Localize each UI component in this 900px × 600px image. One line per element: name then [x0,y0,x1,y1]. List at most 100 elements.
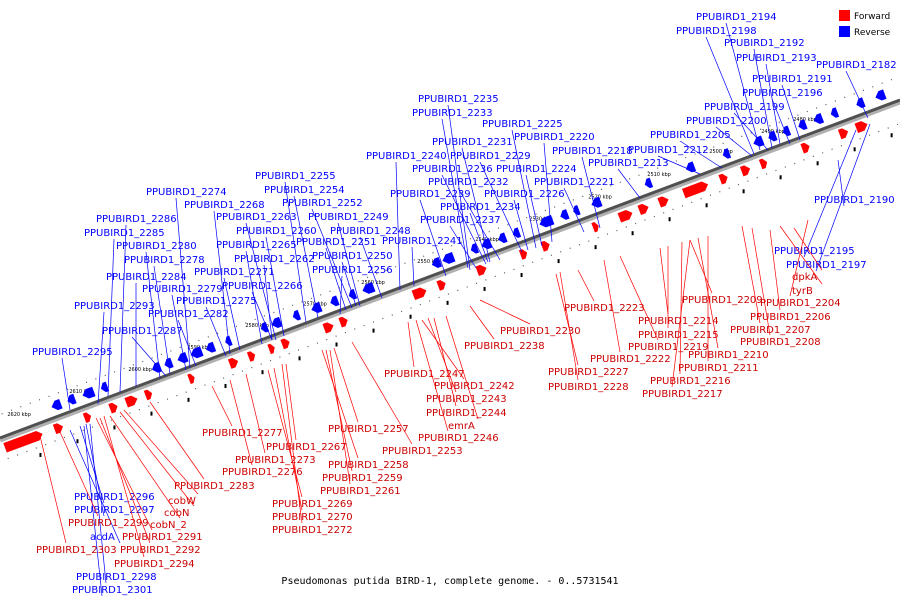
reverse-leader-line [525,174,543,247]
reverse-leader-line [419,199,447,277]
reverse-leader-line [145,251,161,379]
forward-leader-line [149,401,205,480]
forward-gene-label: PPUBIRD1_2210 [688,350,769,361]
reverse-gene-arrow [292,309,302,321]
reverse-gene-label: PPUBIRD1_2262 [234,254,315,265]
scale-tick-label: 2520 kbp [588,194,612,200]
forward-gene-arrow [52,423,64,435]
reverse-leader-line [563,187,585,233]
reverse-leader-line [107,238,115,397]
reverse-leader-line [411,246,415,287]
forward-gene-label: dpkA [792,272,817,283]
reverse-gene-arrow [768,130,778,142]
reverse-gene-arrow [151,361,163,373]
reverse-gene-label: PPUBIRD1_2236 [412,164,493,175]
reverse-gene-arrow [498,232,508,244]
forward-gene-label: tyrB [792,286,813,297]
reverse-leader-line [679,140,723,169]
reverse-leader-line [263,264,273,341]
reverse-leader-line [617,168,641,199]
reverse-rail [0,78,893,416]
reverse-leader-line [479,161,523,253]
reverse-gene-arrow [782,125,792,137]
forward-gene-arrow [187,373,195,385]
reverse-gene-arrow [753,135,765,147]
forward-leader-line [39,435,67,544]
forward-gene-label: PPUBIRD1_2272 [272,525,353,536]
reverse-leader-line [175,197,191,369]
reverse-leader-line [441,174,487,265]
scale-tick-label: 2600 kbp [128,367,152,373]
forward-gene-label: PPUBIRD1_2261 [320,486,401,497]
reverse-leader-line [461,147,491,263]
reverse-gene-arrow [875,89,887,101]
reverse-leader-line [359,236,383,299]
forward-gene-label: PPUBIRD1_2227 [548,367,629,378]
reverse-gene-label: PPUBIRD1_2254 [264,185,345,196]
feature-marker [187,397,190,402]
forward-gene-arrow [475,264,487,277]
reverse-gene-label: PPUBIRD1_2218 [552,146,633,157]
forward-leader-line [103,415,145,558]
reverse-gene-label: PPUBIRD1_2271 [194,267,275,278]
reverse-gene-arrow [442,252,456,264]
reverse-gene-label: PPUBIRD1_2190 [814,195,895,206]
feature-marker [446,300,449,305]
reverse-gene-arrow [67,393,77,405]
reverse-gene-label: PPUBIRD1_2252 [282,198,363,209]
reverse-leader-line [339,275,343,315]
forward-leader-line [421,319,465,380]
reverse-leader-line [245,222,277,341]
reverse-leader-line [205,306,227,357]
forward-leader-line [95,417,153,531]
reverse-leader-line [449,225,477,269]
reverse-gene-arrow [51,398,63,411]
feature-marker [594,245,597,250]
forward-gene-label: PPUBIRD1_2277 [202,428,283,439]
backbone-shadow [0,99,900,443]
forward-gene-label: PPUBIRD1_2273 [235,455,316,466]
reverse-gene-label: PPUBIRD1_2249 [308,212,389,223]
forward-gene-arrow [143,389,153,401]
forward-legend-label: Forward [854,12,890,22]
forward-gene-label: PPUBIRD1_2283 [174,481,255,492]
forward-gene-label: PPUBIRD1_2257 [328,424,409,435]
reverse-gene-arrow [260,321,270,333]
reverse-legend-label: Reverse [854,28,891,38]
reverse-gene-label: PPUBIRD1_2191 [752,74,833,85]
reverse-leader-line [97,311,105,405]
reverse-leader-line [69,429,121,544]
forward-gene-arrow [322,322,334,334]
reverse-leader-line [311,208,353,309]
forward-gene-label: PPUBIRD1_2247 [384,369,465,380]
forward-leader-line [555,273,579,366]
forward-leader-line [407,321,415,368]
reverse-leader-line [447,104,471,271]
reverse-gene-label: PPUBIRD1_2274 [146,187,227,198]
reverse-leader-line [457,187,501,261]
forward-leader-line [445,315,479,420]
reverse-gene-arrow [362,282,376,294]
forward-leader-line [99,417,151,544]
forward-rail [7,122,900,460]
forward-gene-label: PPUBIRD1_2206 [750,312,831,323]
reverse-leader-line [753,48,773,149]
reverse-leader-line [171,294,187,371]
reverse-leader-line [845,70,869,119]
reverse-gene-arrow [311,301,323,313]
forward-gene-arrow [3,430,43,453]
feature-marker [372,328,375,333]
reverse-gene-arrow [164,357,174,369]
reverse-gene-label: PPUBIRD1_2293 [74,301,155,312]
forward-gene-label: emrA [448,421,475,432]
forward-gene-label: PPUBIRD1_2246 [418,433,499,444]
reverse-leader-line [715,126,753,157]
forward-gene-label: PPUBIRD1_2216 [650,376,731,387]
scale-tick-label: 2510 kbp [647,172,671,178]
forward-gene-label: cobW [168,496,196,507]
scale-tick-label: 2500 kbp [709,149,733,155]
forward-gene-label: PPUBIRD1_2242 [434,381,515,392]
reverse-gene-label: PPUBIRD1_2197 [786,260,867,271]
reverse-leader-line [765,63,781,145]
reverse-gene-label: PPUBIRD1_2296 [74,492,155,503]
